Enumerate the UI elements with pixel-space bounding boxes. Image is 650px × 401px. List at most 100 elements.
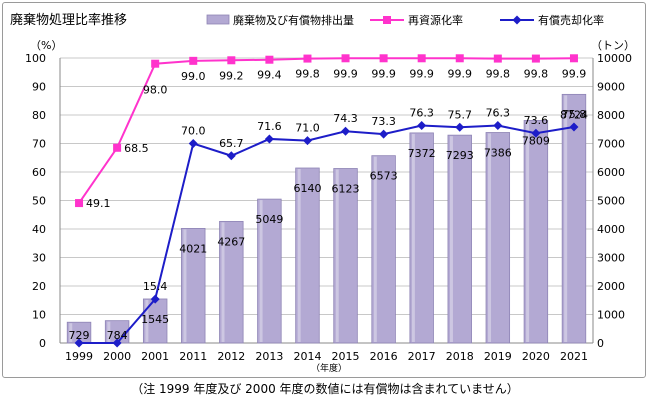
chart-frame <box>2 2 646 378</box>
chart: 廃棄物処理比率推移 廃棄物及び有償物排出量 再資源化率 有償売却化率 （%） （… <box>10 12 635 374</box>
sale-rate-marker <box>455 122 465 132</box>
y-left-tick-label: 40 <box>32 223 46 236</box>
x-tick-label: 2020 <box>522 350 550 363</box>
bar-value-label: 4021 <box>179 242 207 255</box>
tick-labels: 0 0 10 1000 20 2000 30 3000 40 4000 50 5000 60 6000 70… <box>25 52 632 363</box>
recycling-rate-label: 99.0 <box>181 70 206 83</box>
recycling-rate-marker <box>531 54 540 63</box>
x-tick-label: 2016 <box>370 350 398 363</box>
x-tick-label: 2001 <box>141 350 169 363</box>
bar-highlight <box>145 299 149 342</box>
x-tick-label: 2019 <box>484 350 512 363</box>
recycling-rate-label: 98.0 <box>143 84 168 97</box>
legend-label-sale: 有償売却化率 <box>538 13 604 27</box>
recycling-rate-marker <box>113 143 122 152</box>
x-tick-label: 2011 <box>179 350 207 363</box>
bar-value-label: 5049 <box>255 213 283 226</box>
sale-rate-label: 73.3 <box>371 115 396 128</box>
y-left-tick-label: 70 <box>32 138 46 151</box>
recycling-rate-line <box>78 57 574 204</box>
legend-line-sale-icon <box>500 15 534 25</box>
x-tick-label: 2017 <box>408 350 436 363</box>
x-tick-label: 2015 <box>332 350 360 363</box>
recycling-rate-marker <box>227 56 236 65</box>
sale-rate-marker <box>493 121 503 131</box>
recycling-rate-marker <box>303 54 312 63</box>
sale-rate-marker <box>417 121 427 131</box>
legend-bar-swatch-icon <box>206 14 230 25</box>
y-right-tick-label: 7000 <box>597 138 625 151</box>
recycling-rate-label: 99.9 <box>371 67 396 80</box>
bar-highlight <box>221 222 225 342</box>
y-right-tick-label: 2000 <box>597 280 625 293</box>
bar-value-label: 729 <box>69 329 90 342</box>
y-right-tick-label: 10000 <box>597 52 632 65</box>
recycling-rate-label: 99.9 <box>562 67 587 80</box>
sale-rate-label: 65.7 <box>219 137 244 150</box>
sale-rate-label: 73.6 <box>524 114 549 127</box>
bar-highlight <box>183 229 187 342</box>
bar-series <box>66 93 587 344</box>
y-left-tick-label: 0 <box>39 337 46 350</box>
sale-rate-marker <box>379 129 389 139</box>
recycling-rate-marker <box>151 59 160 68</box>
sale-rate-marker <box>302 136 312 146</box>
y-right-unit: （トン） <box>591 39 635 52</box>
bar <box>295 167 320 344</box>
bar <box>257 198 282 344</box>
legend-line-recycling-icon <box>370 16 404 24</box>
line-series <box>74 54 579 348</box>
y-left-tick-label: 80 <box>32 109 46 122</box>
bar-value-label: 7386 <box>484 146 512 159</box>
sale-rate-label: 76.3 <box>409 107 434 120</box>
bar <box>485 132 511 344</box>
x-tick-label: 2018 <box>446 350 474 363</box>
data-labels: 729 784 1545 4021 4267 5049 6140 6123 6573 7372 72… <box>69 67 588 342</box>
x-tick-label: 2012 <box>217 350 245 363</box>
sale-rate-label: 75.7 <box>448 108 473 121</box>
sale-rate-label: 15.4 <box>143 280 168 293</box>
y-left-tick-label: 20 <box>32 280 46 293</box>
bar-value-label: 6123 <box>332 182 360 195</box>
y-left-unit: （%） <box>30 39 62 52</box>
bar-highlight <box>259 200 263 342</box>
y-left-tick-label: 50 <box>32 195 46 208</box>
bar-value-label: 1545 <box>141 313 169 326</box>
sale-rate-marker <box>74 338 84 348</box>
bar-highlight <box>335 169 339 342</box>
recycling-rate-label: 99.4 <box>257 69 282 82</box>
recycling-rate-label: 99.9 <box>333 67 358 80</box>
recycling-rate-marker <box>265 55 274 64</box>
bar <box>181 228 206 344</box>
recycling-rate-marker <box>75 199 84 208</box>
y-left-tick-label: 60 <box>32 166 46 179</box>
x-tick-label: 1999 <box>65 350 93 363</box>
sale-rate-line <box>79 124 575 344</box>
sale-rate-label: 71.6 <box>257 120 282 133</box>
bar-value-label: 4267 <box>217 235 245 248</box>
bar-value-label: 8724 <box>560 108 588 121</box>
bar-highlight <box>107 321 111 342</box>
recycling-rate-label: 68.5 <box>124 142 149 155</box>
sale-rate-marker <box>569 122 579 132</box>
bar-highlight <box>449 136 453 342</box>
recycling-rate-marker <box>417 54 426 63</box>
bar-highlight <box>564 95 568 342</box>
sale-rate-marker <box>226 151 236 161</box>
y-right-tick-label: 6000 <box>597 166 625 179</box>
sale-rate-label: 70.0 <box>181 125 206 138</box>
bar-value-label: 6140 <box>293 182 321 195</box>
y-right-tick-label: 3000 <box>597 252 625 265</box>
legend-label-emissions: 廃棄物及び有償物排出量 <box>233 13 354 27</box>
sale-rate-marker <box>188 139 198 148</box>
sale-rate-label: 71.0 <box>295 122 320 135</box>
y-left-tick-label: 30 <box>32 252 46 265</box>
x-tick-label: 2021 <box>560 350 588 363</box>
chart-title: 廃棄物処理比率推移 <box>10 12 127 28</box>
bar <box>523 120 549 344</box>
legend-label-recycling: 再資源化率 <box>408 13 463 27</box>
y-right-tick-label: 8000 <box>597 109 625 122</box>
x-axis-label: （年度） <box>311 362 347 374</box>
y-left-tick-label: 10 <box>32 309 46 322</box>
bar-value-label: 7293 <box>446 149 474 162</box>
